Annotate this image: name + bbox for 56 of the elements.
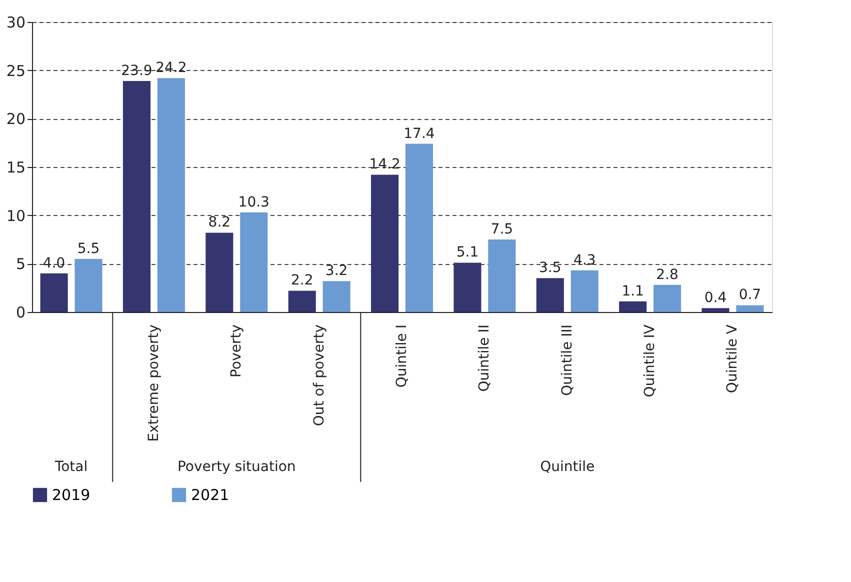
data-label: 1.1: [622, 283, 644, 300]
x-tick-label: Quintile III: [559, 324, 576, 396]
bar: [370, 174, 399, 312]
bar: [206, 232, 234, 312]
y-tick-label: 25: [6, 62, 26, 80]
data-label: 5.5: [77, 240, 100, 257]
y-tick-label: 15: [6, 158, 26, 176]
bar: [322, 281, 350, 312]
y-tick-label: 30: [6, 14, 26, 32]
x-tick-label: Quintile V: [724, 324, 741, 394]
bar: [288, 290, 316, 312]
bar: [454, 262, 482, 312]
text: Total: [54, 459, 88, 475]
data-label: 3.5: [539, 260, 562, 276]
data-label: 3.2: [325, 263, 348, 280]
x-tick-label: Quintile I: [394, 324, 410, 388]
data-label: 0.7: [738, 287, 762, 304]
x-tick-label: Out of poverty: [311, 324, 328, 426]
bar: [74, 258, 102, 312]
bar: [40, 273, 68, 312]
x-tick-label: Extreme poverty: [146, 324, 162, 442]
bar: [405, 144, 434, 312]
bar: [570, 270, 598, 312]
bar: [536, 278, 564, 312]
y-tick-label: 20: [6, 110, 26, 128]
text: Poverty situation: [177, 459, 296, 475]
x-tick-label: Poverty: [228, 324, 245, 378]
legend-label: 2021: [191, 486, 230, 504]
data-label: 5.1: [456, 244, 479, 261]
x-tick-label: Quintile II: [476, 324, 493, 392]
data-label: 14.2: [369, 156, 400, 173]
data-label: 17.4: [404, 126, 435, 142]
data-label: 7.5: [490, 222, 514, 238]
y-tick-label: 0: [16, 304, 26, 322]
data-label: 4.3: [573, 252, 596, 268]
data-label: 2.8: [656, 266, 678, 283]
data-label: 10.3: [238, 194, 270, 210]
data-label: 8.2: [208, 214, 231, 231]
bar: [736, 305, 764, 312]
data-label: 23.9: [121, 62, 152, 79]
bar: [240, 212, 268, 312]
y-tick-label: 10: [6, 206, 26, 225]
bar: [122, 80, 151, 312]
legend-label: 2019: [52, 486, 90, 504]
bar: [488, 240, 516, 312]
data-label: 4.0: [42, 255, 66, 272]
bar: [653, 284, 682, 312]
bar: [702, 308, 730, 312]
bar: [157, 78, 185, 312]
y-tick-label: 5: [16, 255, 26, 274]
text: Quintile: [540, 459, 595, 475]
data-label: 2.2: [290, 272, 314, 289]
x-tick-label: Quintile IV: [642, 324, 658, 398]
data-label: 24.2: [156, 60, 187, 76]
data-label: 0.4: [704, 290, 727, 306]
bar: [619, 301, 647, 312]
